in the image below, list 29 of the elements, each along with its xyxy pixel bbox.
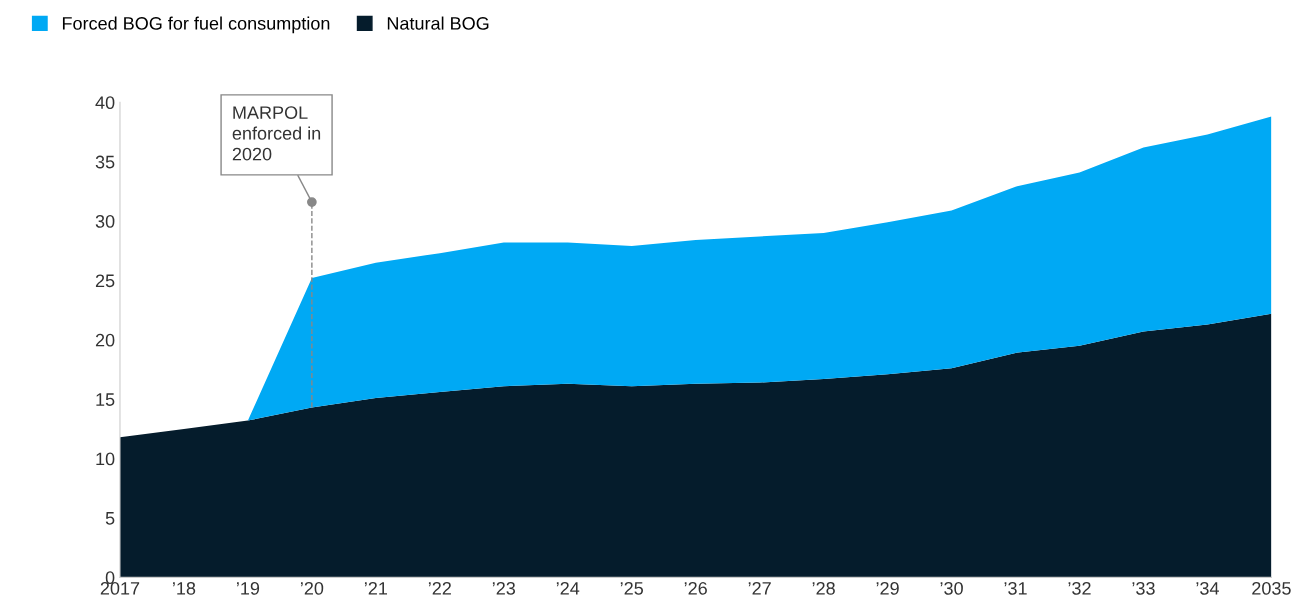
- x-tick-label: ’26: [684, 581, 707, 595]
- x-tick-label: ’25: [620, 581, 644, 595]
- legend-label: Natural BOG: [387, 16, 489, 30]
- x-tick-label: ’34: [1196, 581, 1219, 595]
- annotation: MARPOL enforced in 2020: [232, 106, 321, 161]
- legend-label: Forced BOG for fuel consumption: [62, 16, 330, 34]
- y-tick-label: 10: [96, 452, 115, 466]
- x-tick-label: ’27: [748, 581, 771, 595]
- x-tick-label: ’29: [876, 581, 899, 595]
- x-tick-label: ’28: [812, 581, 835, 595]
- x-tick-label: ’20: [300, 581, 324, 595]
- x-tick-label: ’21: [364, 581, 388, 595]
- y-tick-label: 5: [105, 512, 115, 525]
- y-tick-label: 40: [95, 96, 115, 110]
- x-tick-label: ’23: [492, 581, 516, 595]
- x-tick-label: ’33: [1132, 581, 1155, 595]
- x-tick-label: 2035: [1252, 581, 1291, 595]
- x-tick-label: ’31: [1004, 581, 1027, 595]
- x-tick-label: ’24: [556, 581, 580, 595]
- y-tick-label: 25: [95, 274, 115, 288]
- y-tick-label: 35: [95, 155, 115, 169]
- x-tick-label: ’32: [1068, 581, 1091, 595]
- y-tick-label: 15: [96, 393, 115, 406]
- x-tick-label: ’22: [428, 581, 451, 595]
- y-tick-label: 20: [95, 333, 115, 347]
- x-tick-label: ’30: [940, 581, 963, 595]
- x-tick-label: ’18: [173, 581, 196, 595]
- x-tick-label: ’19: [236, 581, 260, 595]
- y-tick-label: 30: [95, 215, 115, 228]
